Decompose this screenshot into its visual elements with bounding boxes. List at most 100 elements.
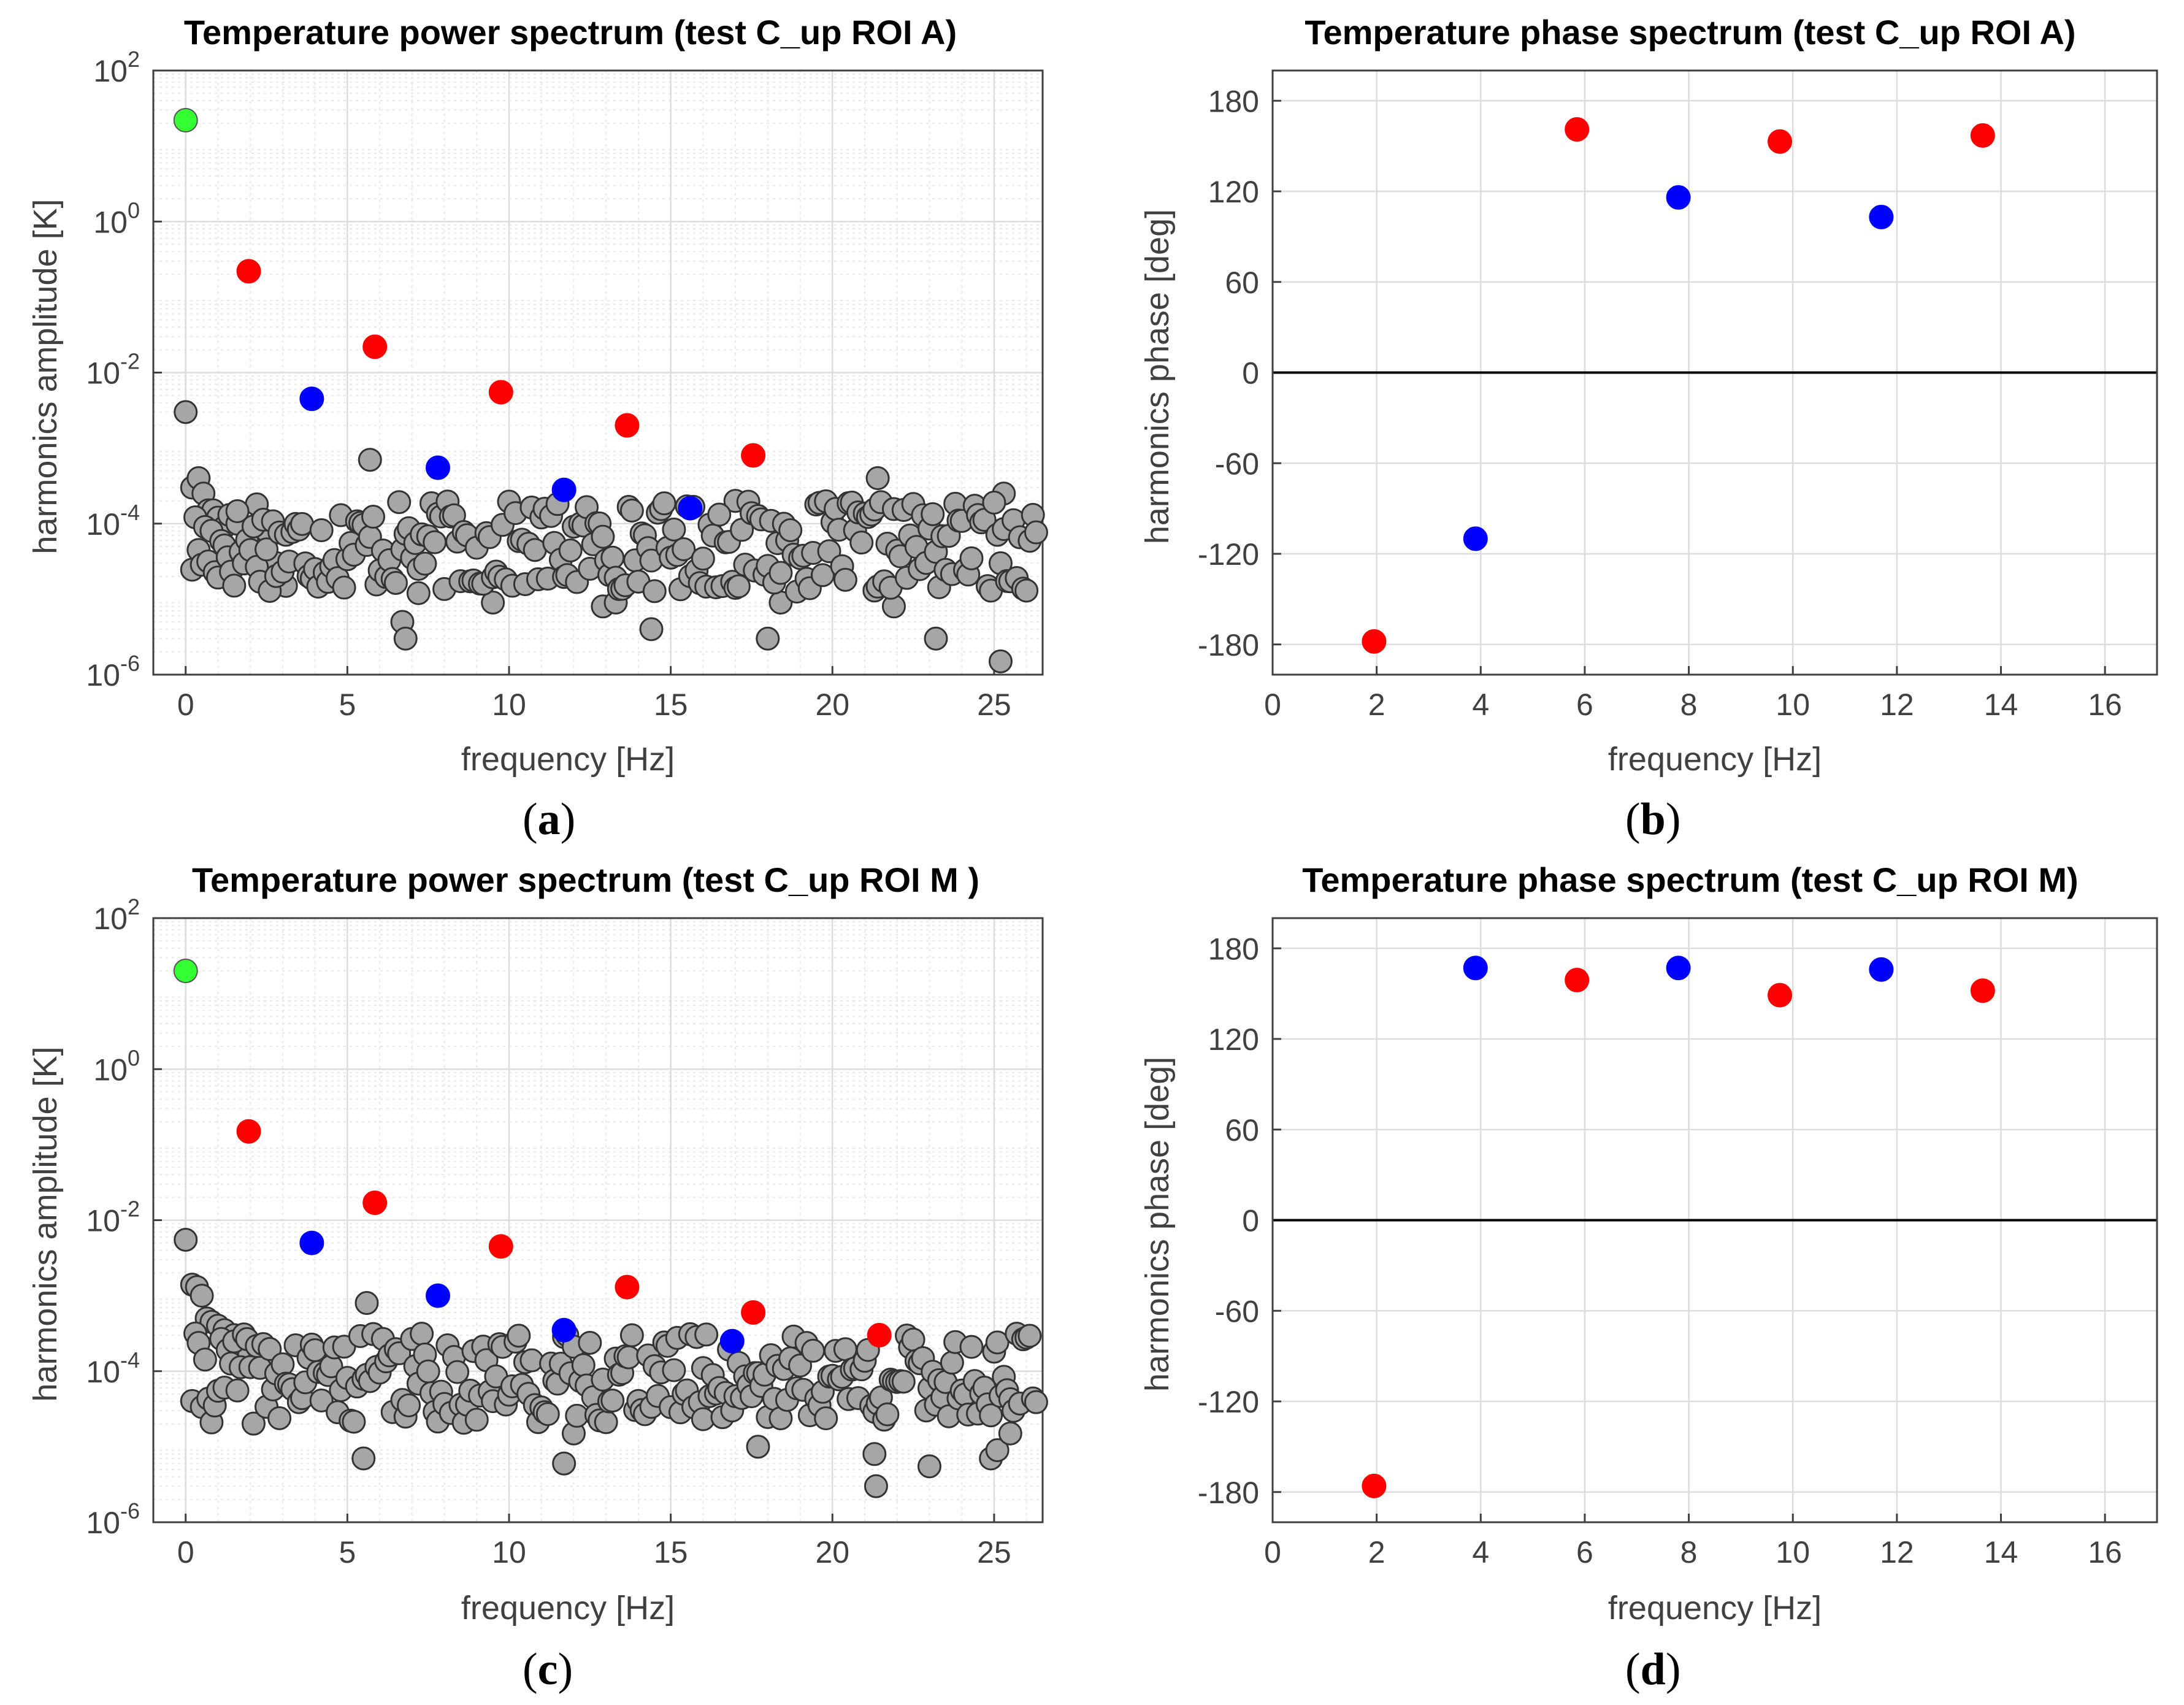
- odd-marker: [236, 1119, 261, 1144]
- x-axis-label: frequency [Hz]: [1608, 1590, 1822, 1626]
- odd-marker: [362, 334, 388, 359]
- y-axis-label: harmonics amplitude [K]: [27, 1046, 64, 1401]
- noise-marker: [707, 502, 732, 527]
- odd-marker: [1768, 983, 1793, 1008]
- odd-marker: [1970, 978, 1995, 1003]
- y-axis-label: harmonics amplitude [K]: [27, 199, 64, 554]
- x-tick-label: 5: [339, 688, 356, 722]
- noise-marker: [833, 567, 857, 592]
- noise-marker: [309, 1388, 334, 1412]
- noise-marker: [979, 1403, 1003, 1428]
- noise-marker: [351, 1446, 376, 1471]
- axes-box: [152, 917, 1044, 1523]
- odd-marker: [741, 1300, 766, 1325]
- odd-marker: [741, 443, 766, 468]
- y-tick-label: -120: [1198, 537, 1259, 572]
- x-tick-label: 20: [815, 1535, 849, 1569]
- noise-marker: [190, 1284, 214, 1308]
- noise-marker: [309, 518, 334, 543]
- x-tick-label: 25: [977, 1535, 1011, 1569]
- noise-marker: [519, 1348, 544, 1373]
- noise-marker: [591, 524, 615, 549]
- noise-marker: [193, 1347, 217, 1372]
- noise-marker: [1017, 1324, 1042, 1348]
- mean-marker: [173, 107, 198, 132]
- chart-title: Temperature power spectrum (test C_up RO…: [192, 860, 979, 899]
- noise-marker: [817, 539, 841, 564]
- odd-marker: [1565, 117, 1590, 142]
- noise-marker: [642, 579, 667, 603]
- noise-marker: [662, 517, 686, 542]
- odd-marker: [615, 1274, 640, 1300]
- even-marker: [1869, 204, 1894, 229]
- noise-marker: [862, 1442, 887, 1466]
- noise-marker: [535, 1402, 560, 1427]
- y-tick-label: 100: [93, 197, 140, 239]
- x-tick-label: 10: [1776, 1535, 1810, 1569]
- noise-marker: [778, 518, 803, 543]
- axes-box: [152, 69, 1044, 676]
- noise-marker: [270, 1352, 295, 1376]
- noise-marker: [639, 617, 664, 642]
- x-tick-label: 16: [2088, 688, 2122, 722]
- noise-marker: [864, 1474, 888, 1498]
- y-tick-label: 102: [93, 894, 140, 936]
- even-marker: [426, 455, 450, 480]
- x-tick-label: 15: [654, 1535, 688, 1569]
- y-axis-label: harmonics phase [deg]: [1139, 1057, 1176, 1392]
- even-marker: [1463, 526, 1488, 551]
- y-tick-label: 0: [1242, 1204, 1259, 1238]
- noise-marker: [558, 538, 583, 563]
- panel-c: Temperature power spectrum (test C_up RO…: [27, 860, 1048, 1695]
- noise-marker: [998, 1421, 1022, 1446]
- x-tick-label: 16: [2088, 1535, 2122, 1569]
- axes-box: [1271, 69, 2158, 676]
- noise-marker: [267, 1406, 292, 1430]
- noise-marker: [225, 499, 250, 523]
- x-tick-label: 2: [1368, 1535, 1385, 1569]
- noise-marker: [464, 1408, 489, 1432]
- x-tick-label: 6: [1576, 688, 1593, 722]
- panel-label: (a): [523, 794, 575, 845]
- x-tick-label: 6: [1576, 1535, 1593, 1569]
- even-marker: [678, 496, 703, 521]
- even-marker: [551, 1317, 577, 1343]
- noise-marker: [959, 1335, 984, 1359]
- panel-label: (d): [1625, 1644, 1680, 1695]
- x-tick-label: 12: [1880, 688, 1914, 722]
- noise-marker: [1024, 1390, 1048, 1414]
- y-tick-label: 180: [1208, 84, 1259, 118]
- y-tick-label: -180: [1198, 628, 1259, 662]
- x-tick-label: 0: [1264, 688, 1281, 722]
- noise-marker: [865, 466, 890, 491]
- x-tick-label: 8: [1680, 1535, 1698, 1569]
- noise-marker: [354, 1291, 379, 1316]
- x-axis-label: frequency [Hz]: [461, 741, 675, 778]
- noise-marker: [1014, 578, 1039, 603]
- y-tick-label: 10-2: [86, 349, 140, 391]
- odd-marker: [488, 380, 513, 405]
- odd-marker: [1362, 629, 1387, 654]
- x-tick-label: 2: [1368, 688, 1385, 722]
- panel-label: (c): [523, 1644, 573, 1695]
- x-tick-label: 12: [1880, 1535, 1914, 1569]
- y-tick-label: 0: [1242, 356, 1259, 391]
- y-tick-label: -60: [1215, 446, 1259, 481]
- x-tick-label: 8: [1680, 688, 1698, 722]
- noise-marker: [397, 1393, 421, 1417]
- noise-marker: [578, 1330, 602, 1355]
- noise-marker: [801, 1338, 826, 1363]
- noise-marker: [619, 499, 644, 523]
- noise-marker: [619, 1323, 644, 1347]
- noise-marker: [507, 1324, 531, 1348]
- y-tick-label: 120: [1208, 1022, 1259, 1057]
- chart-title: Temperature power spectrum (test C_up RO…: [184, 13, 957, 52]
- noise-marker: [891, 1370, 916, 1394]
- odd-marker: [1970, 123, 1995, 148]
- noise-marker: [985, 1438, 1010, 1463]
- y-tick-label: 100: [93, 1045, 140, 1087]
- y-tick-label: -60: [1215, 1294, 1259, 1328]
- noise-marker: [694, 1322, 719, 1347]
- panel-d: Temperature phase spectrum (test C_up RO…: [1139, 860, 2158, 1695]
